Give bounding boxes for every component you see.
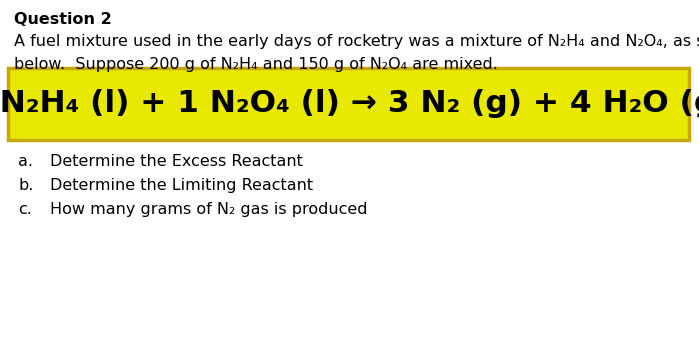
Text: below.  Suppose 200 g of N₂H₄ and 150 g of N₂O₄ are mixed.: below. Suppose 200 g of N₂H₄ and 150 g o… <box>14 57 498 72</box>
Text: b.: b. <box>18 178 34 193</box>
Text: Question 2: Question 2 <box>14 12 112 27</box>
Text: How many grams of N₂ gas is produced: How many grams of N₂ gas is produced <box>50 202 368 217</box>
Text: 2 N₂H₄ (l) + 1 N₂O₄ (l) → 3 N₂ (g) + 4 H₂O (g): 2 N₂H₄ (l) + 1 N₂O₄ (l) → 3 N₂ (g) + 4 H… <box>0 90 699 119</box>
FancyBboxPatch shape <box>8 68 689 140</box>
Text: Determine the Excess Reactant: Determine the Excess Reactant <box>50 154 303 169</box>
Text: c.: c. <box>18 202 32 217</box>
Text: a.: a. <box>18 154 33 169</box>
Text: Determine the Limiting Reactant: Determine the Limiting Reactant <box>50 178 313 193</box>
Text: A fuel mixture used in the early days of rocketry was a mixture of N₂H₄ and N₂O₄: A fuel mixture used in the early days of… <box>14 34 699 49</box>
